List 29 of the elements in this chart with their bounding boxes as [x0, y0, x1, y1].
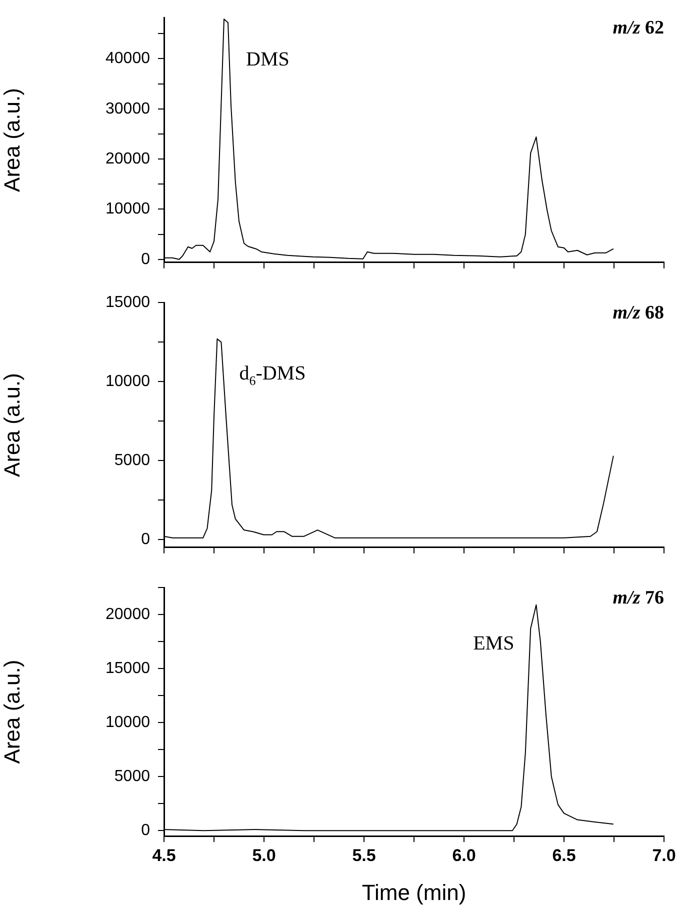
x-axis-title: Time (min) [362, 880, 466, 905]
y-axis-title: Area (a.u.) [0, 660, 24, 764]
y-axis-title: Area (a.u.) [0, 373, 24, 477]
y-tick-label: 5000 [114, 452, 150, 469]
y-tick-label: 30000 [106, 100, 150, 118]
annotation: m/z 68 [612, 302, 664, 324]
x-tick-label: 5.5 [352, 846, 376, 865]
y-tick-label: 10000 [106, 200, 150, 218]
y-tick-label: 20000 [106, 606, 150, 624]
y-tick-label: 20000 [106, 150, 150, 168]
y-tick-label: 15000 [106, 294, 150, 312]
y-axis-title: Area (a.u.) [0, 88, 24, 192]
x-tick-label: 5.0 [252, 846, 276, 865]
x-tick-label: 6.5 [552, 846, 576, 865]
y-tick-label: 10000 [106, 372, 150, 390]
annotation: m/z 76 [612, 588, 664, 609]
y-tick-label: 0 [141, 530, 150, 548]
y-tick-label: 15000 [106, 660, 150, 678]
x-tick-label: 4.5 [152, 846, 176, 865]
y-tick-label: 5000 [114, 768, 150, 786]
x-tick-label: 6.0 [452, 846, 476, 865]
x-tick-label: 7.0 [652, 846, 676, 865]
y-tick-label: 10000 [106, 714, 150, 732]
y-tick-label: 40000 [106, 50, 150, 68]
y-tick-label: 0 [141, 250, 150, 268]
annotation: DMS [246, 48, 290, 71]
annotation: EMS [473, 632, 514, 654]
annotation: m/z 62 [612, 18, 664, 39]
y-tick-label: 0 [141, 822, 150, 840]
